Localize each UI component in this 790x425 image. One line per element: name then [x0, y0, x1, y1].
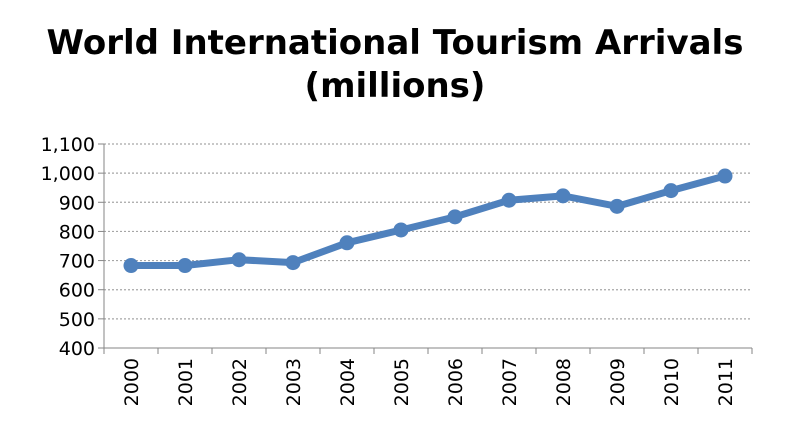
y-tick-label: 1,000	[41, 163, 95, 185]
y-axis-ticks: 400 500 600 700 800 900 1,000 1,100	[41, 134, 95, 360]
x-tick-label: 2011	[715, 358, 737, 406]
data-point-2004	[339, 235, 355, 251]
y-tick-label: 600	[59, 280, 95, 302]
y-tick-label: 500	[59, 309, 95, 331]
series-line	[127, 172, 729, 270]
x-tick-label: 2001	[175, 358, 197, 406]
x-tick-label: 2007	[499, 358, 521, 406]
x-tick-label: 2000	[121, 358, 143, 406]
x-tick-label: 2006	[445, 358, 467, 406]
data-point-2003	[285, 255, 301, 271]
x-tick-label: 2004	[337, 358, 359, 406]
y-tick-label: 800	[59, 221, 95, 243]
data-point-2006	[447, 209, 463, 225]
data-point-2001	[177, 258, 193, 274]
axes	[98, 143, 753, 354]
data-point-2005	[393, 222, 409, 238]
data-point-2009	[609, 198, 625, 214]
data-point-2000	[123, 258, 139, 274]
y-tick-label: 700	[59, 251, 95, 273]
y-tick-label: 1,100	[41, 134, 95, 156]
x-tick-label: 2002	[229, 358, 251, 406]
y-tick-label: 900	[59, 192, 95, 214]
gridlines	[104, 143, 752, 320]
x-tick-label: 2010	[661, 358, 683, 406]
data-point-2007	[501, 192, 517, 208]
x-axis-ticks: 2000 2001 2002 2003 2004 2005 2006 2007 2008 2009…	[121, 358, 737, 406]
chart-title-line2: (millions)	[304, 66, 486, 106]
data-point-2011	[717, 168, 733, 184]
data-point-2002	[231, 252, 247, 268]
data-point-2010	[663, 183, 679, 199]
x-tick-label: 2005	[391, 358, 413, 406]
chart-title: World International Tourism Arrivals (mi…	[0, 22, 790, 108]
x-tick-label: 2009	[607, 358, 629, 406]
x-tick-label: 2008	[553, 358, 575, 406]
chart-title-line1: World International Tourism Arrivals	[46, 23, 744, 63]
y-tick-label: 400	[59, 338, 95, 360]
x-tick-label: 2003	[283, 358, 305, 406]
series	[123, 168, 733, 274]
data-point-2008	[555, 188, 571, 204]
